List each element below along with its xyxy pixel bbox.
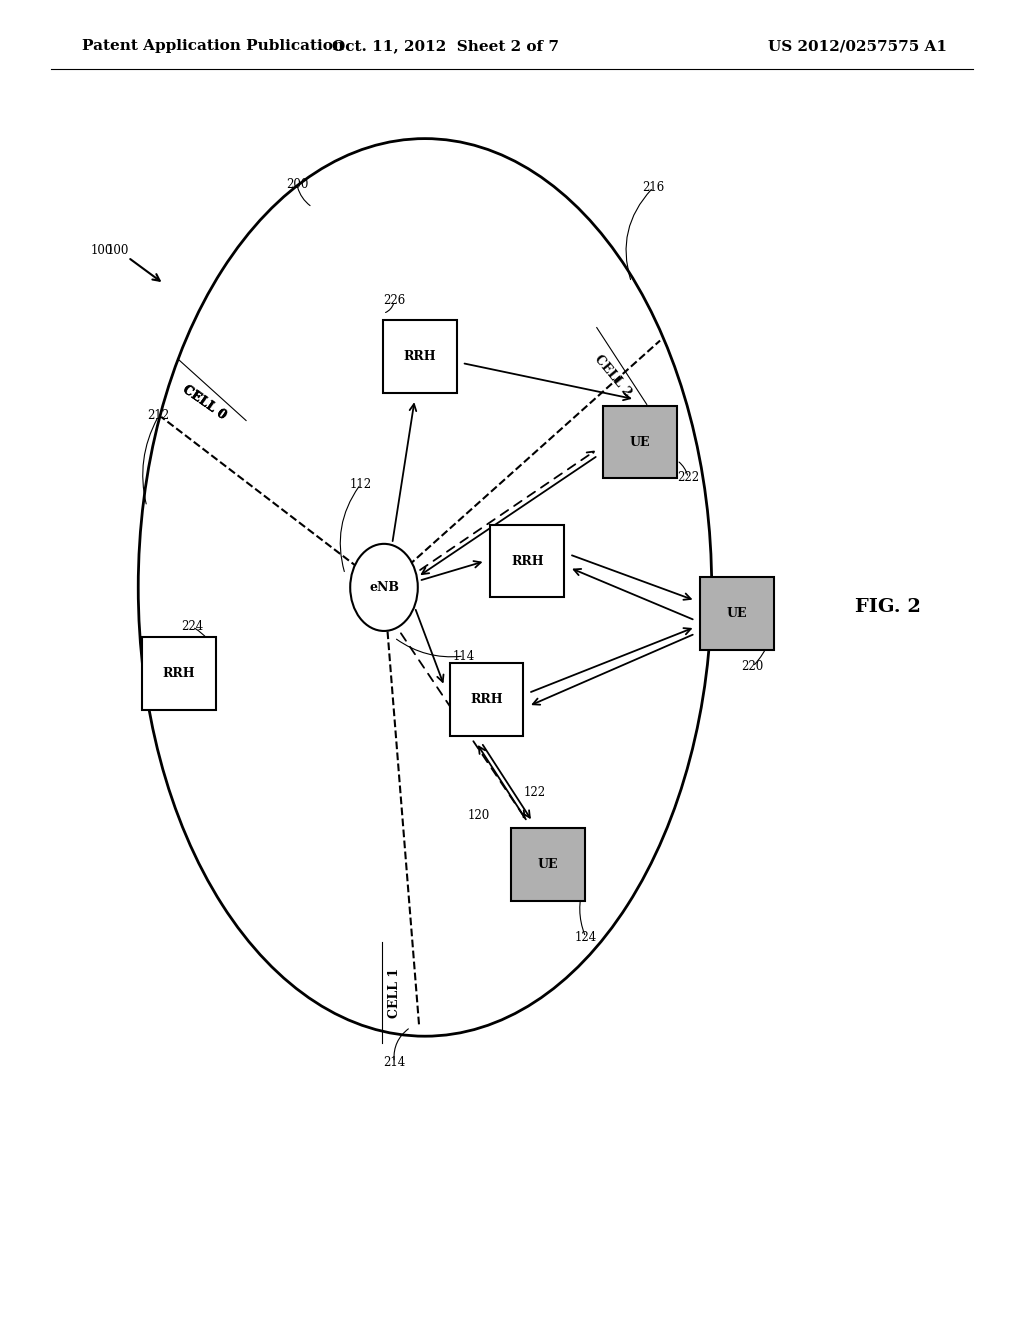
Text: RRH: RRH [470, 693, 503, 706]
FancyBboxPatch shape [142, 638, 216, 710]
Text: US 2012/0257575 A1: US 2012/0257575 A1 [768, 40, 947, 53]
Text: RRH: RRH [163, 667, 196, 680]
Text: 114: 114 [453, 649, 475, 663]
Text: 120: 120 [468, 809, 490, 822]
FancyBboxPatch shape [700, 577, 774, 649]
Text: 212: 212 [147, 409, 170, 422]
Circle shape [350, 544, 418, 631]
Text: FIG. 2: FIG. 2 [855, 598, 921, 616]
FancyBboxPatch shape [511, 829, 585, 902]
FancyBboxPatch shape [383, 319, 457, 393]
Text: 216: 216 [642, 181, 665, 194]
Text: 218: 218 [498, 528, 520, 541]
FancyBboxPatch shape [603, 405, 677, 478]
Text: 100: 100 [106, 244, 129, 257]
Text: 220: 220 [741, 660, 764, 673]
Text: RRH: RRH [511, 554, 544, 568]
FancyBboxPatch shape [450, 664, 523, 737]
Text: UE: UE [630, 436, 650, 449]
Text: CELL 1: CELL 1 [388, 968, 400, 1018]
Text: UE: UE [538, 858, 558, 871]
Text: CELL 0: CELL 0 [180, 383, 229, 422]
FancyBboxPatch shape [490, 524, 564, 597]
Text: 124: 124 [574, 931, 597, 944]
Text: 214: 214 [383, 1056, 406, 1069]
Text: 122: 122 [523, 785, 546, 799]
Text: 100: 100 [90, 244, 113, 257]
Text: CELL 0: CELL 0 [180, 383, 229, 422]
Text: 226: 226 [383, 294, 406, 308]
Text: 224: 224 [181, 620, 204, 634]
Text: 112: 112 [349, 478, 372, 491]
Text: CELL 2: CELL 2 [591, 352, 634, 400]
Text: 200: 200 [286, 178, 308, 191]
Text: eNB: eNB [369, 581, 399, 594]
Text: UE: UE [727, 607, 748, 620]
Text: Patent Application Publication: Patent Application Publication [82, 40, 344, 53]
Text: Oct. 11, 2012  Sheet 2 of 7: Oct. 11, 2012 Sheet 2 of 7 [332, 40, 559, 53]
Text: 222: 222 [677, 471, 699, 484]
Text: RRH: RRH [403, 350, 436, 363]
